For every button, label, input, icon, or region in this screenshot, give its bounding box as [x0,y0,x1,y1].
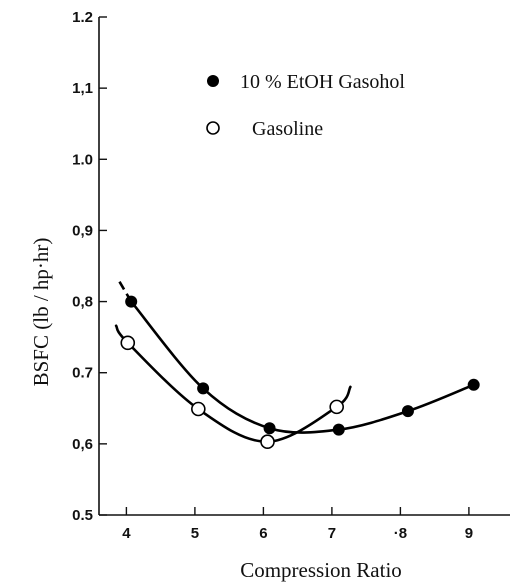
legend-marker-gasohol [207,75,219,87]
series-line-1 [114,324,352,444]
legend: 10 % EtOH Gasohol Gasoline [206,71,405,140]
curves [114,281,475,444]
series-line-0 [129,300,475,434]
data-point-gasohol [467,378,480,391]
data-point-gasoline [191,401,206,417]
data-point-gasohol [332,423,345,436]
x-tick-label: 4 [122,525,131,542]
y-tick-label: 0,9 [72,222,93,239]
y-tick-label: 1.0 [72,151,93,168]
legend-label-gasohol: 10 % EtOH Gasohol [240,71,405,93]
x-tick-label: ·8 [394,525,407,542]
x-tick-label: 6 [259,525,267,542]
data-point-gasohol [263,422,276,435]
data-point-gasohol [401,405,414,418]
data-point-gasoline [120,335,136,351]
y-tick-label: 0,6 [72,436,93,453]
y-tick-label: 1,1 [72,80,93,97]
data-point-gasoline [329,399,344,415]
y-tick-label: 1.2 [72,9,93,26]
y-axis-title: BSFC (lb / hp·hr) [29,238,53,387]
x-tick-label: 9 [465,525,473,542]
x-tick-label: 7 [328,525,336,542]
markers [120,295,480,450]
x-tick-label: 5 [191,525,199,542]
x-axis-title: Compression Ratio [240,558,402,582]
data-point-gasohol [197,382,210,395]
data-point-gasohol [125,295,138,308]
y-tick-label: 0,8 [72,294,93,311]
y-tick-label: 0.7 [72,365,93,382]
legend-label-gasoline: Gasoline [252,118,323,140]
legend-marker-gasoline [206,121,220,135]
data-point-gasoline [260,434,275,450]
axes: 0.5 0,6 0.7 0,8 0,9 1.0 1,1 1.2 4 5 6 7 ·8 9 [72,9,510,542]
y-tick-label: 0.5 [72,507,93,524]
